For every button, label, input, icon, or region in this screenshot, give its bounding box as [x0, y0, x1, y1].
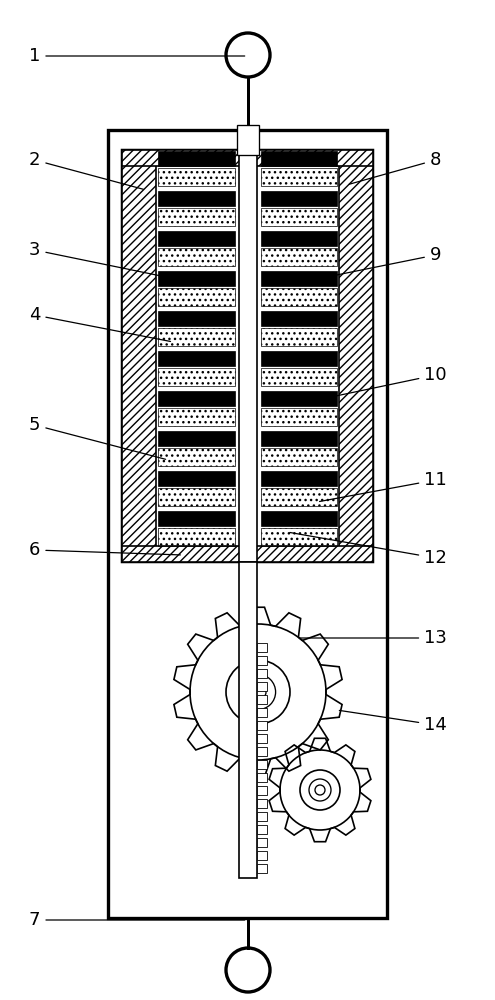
Bar — [257, 760, 267, 769]
Bar — [261, 408, 337, 426]
Text: 9: 9 — [314, 246, 442, 279]
Bar — [239, 562, 257, 878]
Bar — [339, 150, 373, 562]
Bar — [158, 448, 235, 466]
Bar — [261, 311, 337, 326]
Text: 1: 1 — [29, 47, 245, 65]
Text: 4: 4 — [29, 306, 170, 341]
Bar — [158, 431, 235, 446]
Text: 5: 5 — [29, 416, 166, 459]
Bar — [158, 408, 235, 426]
Bar — [158, 471, 235, 486]
Text: 8: 8 — [349, 151, 441, 184]
Bar — [257, 851, 267, 860]
Bar — [261, 368, 337, 386]
Bar — [261, 488, 337, 506]
Bar — [122, 546, 373, 562]
Bar — [158, 231, 235, 246]
Bar — [257, 695, 267, 704]
Text: 3: 3 — [29, 241, 178, 279]
Text: 6: 6 — [29, 541, 180, 559]
Bar — [158, 351, 235, 366]
Bar — [237, 125, 259, 155]
Text: 14: 14 — [340, 710, 447, 734]
Bar — [257, 708, 267, 717]
Bar — [158, 271, 235, 286]
Bar — [239, 150, 257, 562]
Bar — [261, 191, 337, 206]
Bar — [158, 391, 235, 406]
Bar — [257, 825, 267, 834]
Bar — [257, 786, 267, 795]
Bar — [158, 168, 235, 186]
Bar — [257, 812, 267, 821]
Bar — [158, 288, 235, 306]
Bar — [158, 488, 235, 506]
Bar — [261, 431, 337, 446]
Bar — [257, 838, 267, 847]
Bar — [158, 151, 235, 166]
Bar — [257, 656, 267, 665]
Bar — [261, 288, 337, 306]
Bar — [122, 150, 156, 562]
Bar — [257, 864, 267, 873]
Bar — [158, 511, 235, 526]
Text: 7: 7 — [29, 911, 245, 929]
Bar — [158, 208, 235, 226]
Bar — [158, 528, 235, 546]
Text: 10: 10 — [319, 366, 447, 399]
Text: 2: 2 — [29, 151, 144, 189]
Text: 11: 11 — [320, 471, 447, 501]
Bar — [261, 351, 337, 366]
Bar — [261, 471, 337, 486]
Bar — [261, 528, 337, 546]
Text: 13: 13 — [300, 629, 447, 647]
Bar — [261, 231, 337, 246]
Bar — [122, 150, 373, 562]
Bar — [257, 669, 267, 678]
Bar — [158, 248, 235, 266]
Bar — [158, 328, 235, 346]
Bar — [257, 747, 267, 756]
Bar — [261, 208, 337, 226]
Bar — [261, 168, 337, 186]
Bar — [261, 271, 337, 286]
Bar — [261, 151, 337, 166]
Bar — [158, 191, 235, 206]
Bar — [261, 448, 337, 466]
Bar — [257, 799, 267, 808]
Bar — [261, 248, 337, 266]
Bar — [257, 721, 267, 730]
Bar — [122, 150, 373, 166]
Bar — [108, 130, 387, 918]
Bar — [158, 368, 235, 386]
Bar — [257, 773, 267, 782]
Bar — [261, 511, 337, 526]
Bar — [257, 682, 267, 691]
Bar — [158, 311, 235, 326]
Bar — [261, 328, 337, 346]
Text: 12: 12 — [290, 532, 447, 567]
Bar — [257, 734, 267, 743]
Bar — [257, 643, 267, 652]
Bar — [261, 391, 337, 406]
